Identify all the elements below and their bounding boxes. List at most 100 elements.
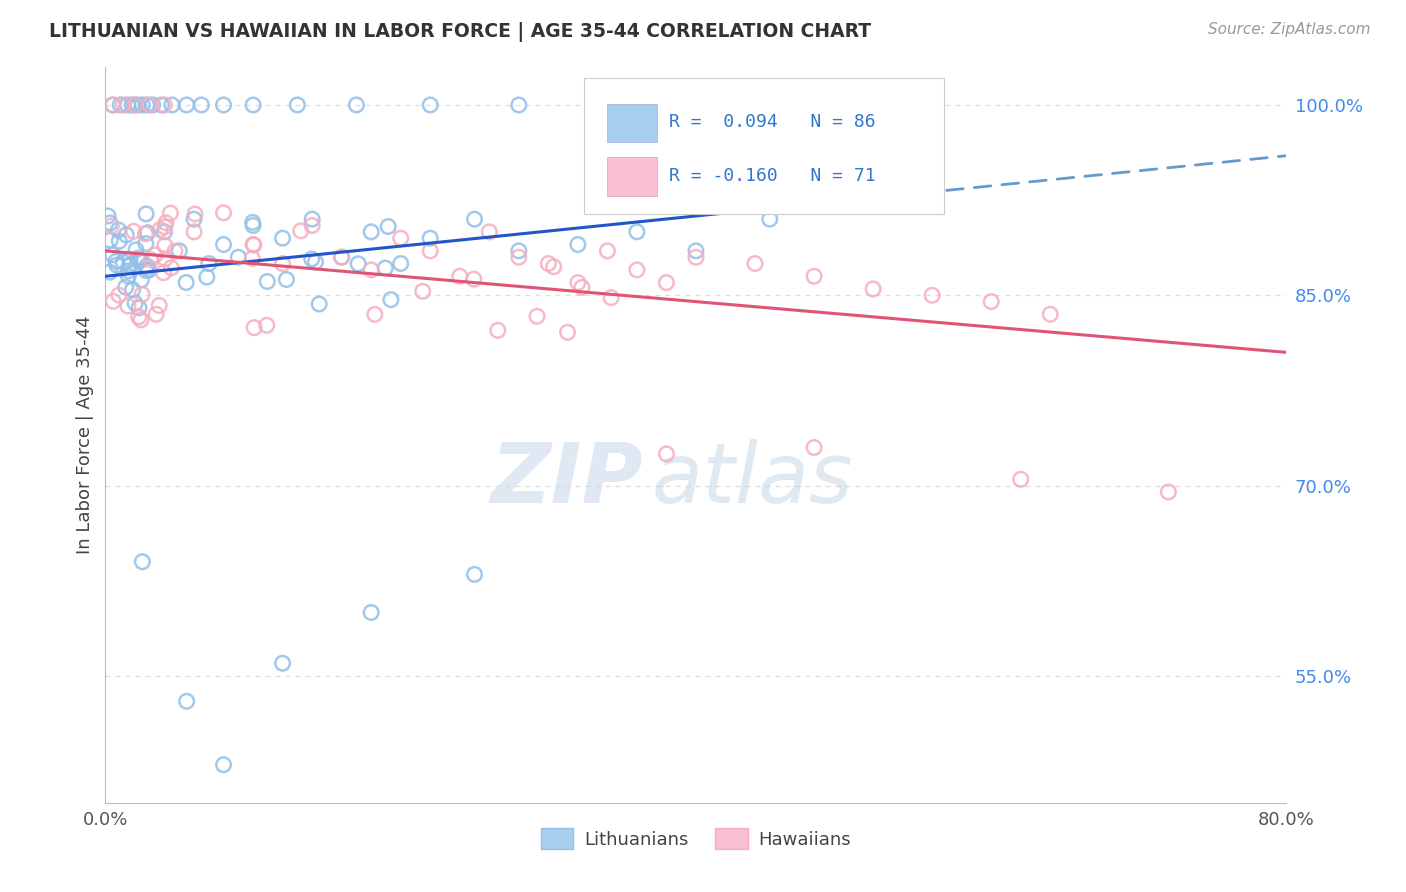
Point xyxy=(169,244,191,258)
Point xyxy=(276,272,298,286)
Point xyxy=(412,285,434,299)
Point xyxy=(862,282,884,296)
Point xyxy=(364,307,387,321)
Point xyxy=(240,252,263,266)
Point xyxy=(626,225,648,239)
Point xyxy=(271,657,294,671)
Text: R = -0.160   N = 71: R = -0.160 N = 71 xyxy=(669,167,876,185)
Point xyxy=(117,269,139,284)
Point xyxy=(389,231,412,245)
Point xyxy=(419,244,441,258)
Point xyxy=(118,259,141,273)
Point xyxy=(346,98,368,112)
Point xyxy=(304,255,326,269)
Point xyxy=(149,222,172,236)
Point xyxy=(122,224,145,238)
Point xyxy=(486,323,509,337)
Point xyxy=(478,225,501,239)
Point xyxy=(242,237,264,252)
Point xyxy=(139,252,162,267)
Point xyxy=(112,98,135,112)
Point xyxy=(543,260,565,274)
Point xyxy=(463,272,485,286)
Point xyxy=(108,234,131,248)
Point xyxy=(153,98,176,112)
Point xyxy=(117,299,139,313)
Point xyxy=(127,251,149,265)
Point xyxy=(155,216,177,230)
Point xyxy=(114,280,136,294)
Point xyxy=(308,297,330,311)
Point xyxy=(100,219,122,233)
Point xyxy=(131,273,153,287)
Point xyxy=(212,757,235,772)
FancyBboxPatch shape xyxy=(607,103,657,142)
Point xyxy=(921,288,943,302)
Point xyxy=(212,237,235,252)
Point xyxy=(98,233,121,247)
Point xyxy=(153,252,176,266)
Point xyxy=(131,555,153,569)
Point xyxy=(145,307,167,321)
Point xyxy=(256,275,278,289)
Point xyxy=(360,225,382,239)
Point xyxy=(1010,472,1032,486)
Point xyxy=(419,98,441,112)
Point xyxy=(271,231,294,245)
Point xyxy=(464,567,486,582)
Point xyxy=(131,287,153,301)
Point xyxy=(107,223,129,237)
Point xyxy=(143,248,166,262)
Point xyxy=(380,293,402,307)
Point xyxy=(124,98,146,112)
Point xyxy=(148,299,170,313)
Point xyxy=(142,98,165,112)
Point xyxy=(389,256,412,270)
Point xyxy=(135,207,157,221)
Point xyxy=(135,98,157,112)
Point xyxy=(127,98,149,112)
Point xyxy=(174,276,197,290)
Point xyxy=(301,252,323,266)
Point xyxy=(508,244,530,258)
Point xyxy=(1157,485,1180,500)
Point xyxy=(121,98,143,112)
Point xyxy=(159,206,181,220)
Point xyxy=(330,250,353,264)
Point xyxy=(183,212,205,227)
Point xyxy=(374,260,396,275)
Point xyxy=(980,294,1002,309)
Point xyxy=(557,326,579,340)
Point xyxy=(242,98,264,112)
Point xyxy=(464,212,486,227)
Point xyxy=(105,254,128,268)
Point xyxy=(128,310,150,324)
Point xyxy=(256,318,278,333)
Point xyxy=(103,294,125,309)
Text: atlas: atlas xyxy=(651,439,852,519)
Point xyxy=(803,269,825,284)
Point xyxy=(152,266,174,280)
Point xyxy=(110,98,132,112)
Point xyxy=(744,256,766,270)
Legend: Lithuanians, Hawaiians: Lithuanians, Hawaiians xyxy=(533,821,859,856)
Point xyxy=(136,226,159,240)
Point xyxy=(243,320,266,334)
Text: LITHUANIAN VS HAWAIIAN IN LABOR FORCE | AGE 35-44 CORRELATION CHART: LITHUANIAN VS HAWAIIAN IN LABOR FORCE | … xyxy=(49,22,872,42)
Point xyxy=(508,250,530,264)
Point xyxy=(195,270,218,285)
Point xyxy=(131,98,153,112)
Point xyxy=(98,265,121,279)
Point xyxy=(160,98,183,112)
Point xyxy=(360,263,382,277)
Point xyxy=(160,260,183,275)
Point xyxy=(101,98,124,112)
Point xyxy=(685,244,707,258)
Point xyxy=(526,310,548,324)
Point xyxy=(101,248,124,262)
Point xyxy=(101,98,124,112)
FancyBboxPatch shape xyxy=(607,157,657,195)
Point xyxy=(135,259,157,273)
Point xyxy=(449,269,471,284)
Point xyxy=(242,219,264,233)
